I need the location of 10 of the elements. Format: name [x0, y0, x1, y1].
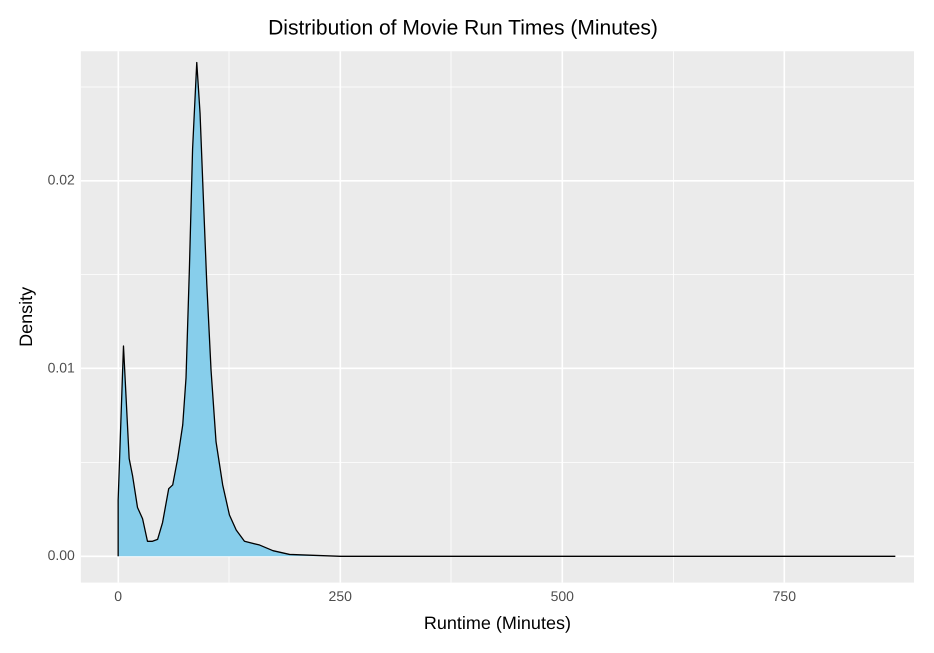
y-tick-label: 0.02 [48, 172, 76, 188]
y-axis-title: Density [16, 286, 36, 347]
x-tick-label: 0 [114, 588, 122, 604]
x-axis-title: Runtime (Minutes) [424, 613, 571, 634]
x-tick-label: 500 [550, 588, 574, 604]
y-tick-label: 0.01 [48, 359, 76, 376]
y-tick-label: 0.00 [48, 547, 76, 564]
x-tick-label: 750 [772, 588, 796, 604]
x-tick-label: 250 [328, 588, 352, 604]
chart-title: Distribution of Movie Run Times (Minutes) [268, 16, 658, 40]
